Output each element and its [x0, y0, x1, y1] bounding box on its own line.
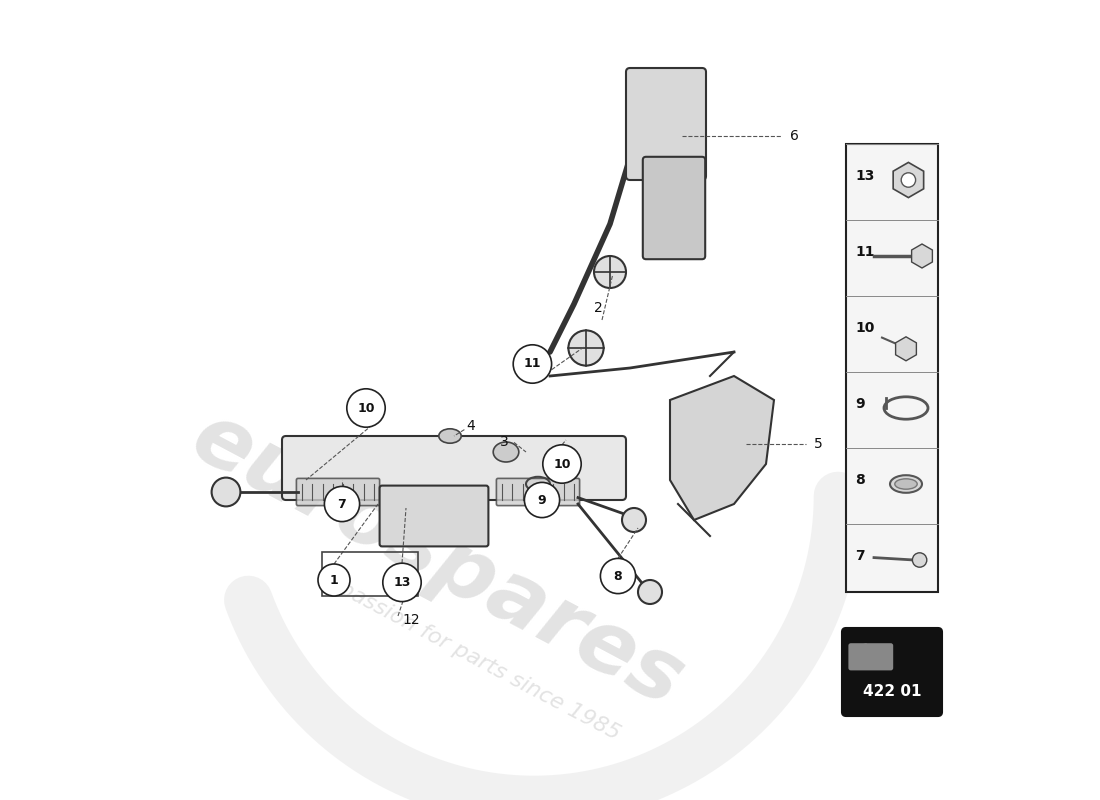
Text: 13: 13: [394, 576, 410, 589]
Text: 11: 11: [524, 358, 541, 370]
FancyBboxPatch shape: [626, 68, 706, 180]
Text: 5: 5: [814, 437, 823, 451]
Text: 7: 7: [338, 498, 346, 510]
Text: 6: 6: [790, 129, 799, 143]
Ellipse shape: [894, 478, 917, 489]
Circle shape: [318, 564, 350, 596]
Circle shape: [383, 563, 421, 602]
Text: 9: 9: [856, 397, 866, 411]
Ellipse shape: [912, 553, 927, 567]
Text: 9: 9: [538, 494, 547, 506]
Text: 12: 12: [402, 613, 419, 627]
Text: 8: 8: [614, 570, 623, 582]
Text: 7: 7: [856, 549, 866, 563]
FancyBboxPatch shape: [379, 486, 488, 546]
Text: 13: 13: [856, 169, 875, 183]
Circle shape: [525, 482, 560, 518]
Text: 3: 3: [500, 435, 509, 450]
Circle shape: [569, 330, 604, 366]
FancyBboxPatch shape: [296, 478, 380, 506]
Circle shape: [601, 558, 636, 594]
Ellipse shape: [493, 442, 519, 462]
Text: 1: 1: [330, 574, 339, 586]
Circle shape: [621, 508, 646, 532]
Ellipse shape: [439, 429, 461, 443]
Text: 8: 8: [856, 473, 866, 487]
FancyBboxPatch shape: [496, 478, 580, 506]
Polygon shape: [850, 644, 886, 660]
Text: 422 01: 422 01: [864, 685, 922, 699]
Text: 2: 2: [594, 301, 603, 315]
Text: 4: 4: [466, 419, 475, 434]
Circle shape: [542, 445, 581, 483]
Text: eurospares: eurospares: [178, 395, 697, 725]
Circle shape: [324, 486, 360, 522]
Circle shape: [638, 580, 662, 604]
Text: 10: 10: [358, 402, 375, 414]
FancyBboxPatch shape: [282, 436, 626, 500]
Circle shape: [346, 389, 385, 427]
Bar: [846, 144, 938, 592]
Ellipse shape: [890, 475, 922, 493]
Text: a passion for parts since 1985: a passion for parts since 1985: [317, 568, 624, 744]
Polygon shape: [670, 376, 774, 520]
Circle shape: [594, 256, 626, 288]
Text: 10: 10: [856, 321, 875, 335]
Text: 10: 10: [553, 458, 571, 470]
FancyBboxPatch shape: [642, 157, 705, 259]
Circle shape: [211, 478, 241, 506]
FancyBboxPatch shape: [842, 628, 942, 716]
Text: 11: 11: [856, 245, 876, 259]
FancyBboxPatch shape: [848, 643, 893, 670]
Circle shape: [514, 345, 551, 383]
Circle shape: [901, 173, 915, 187]
